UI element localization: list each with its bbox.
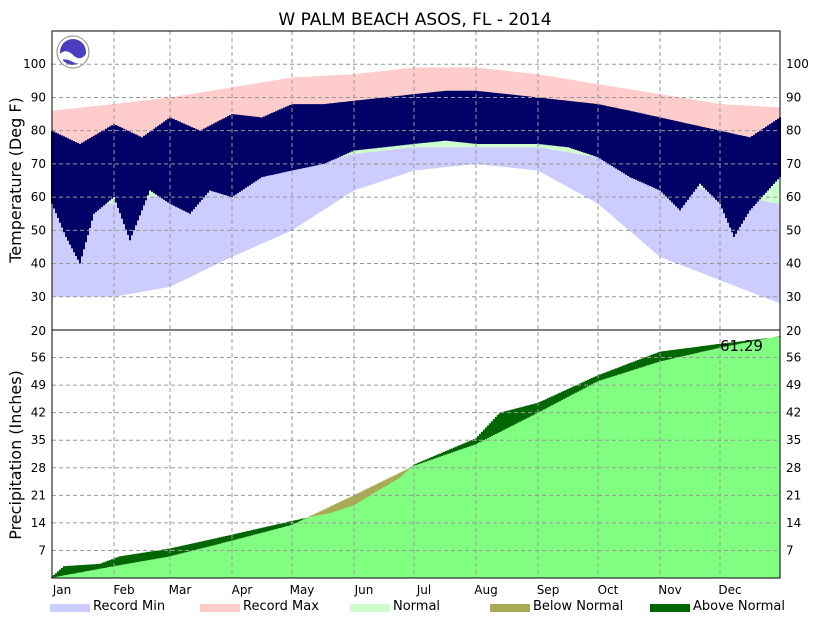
- month-tick-label: Jun: [354, 583, 374, 597]
- temperature-tick-right: 60: [786, 190, 801, 204]
- legend-swatch: [50, 604, 90, 612]
- precipitation-tick-right: 35: [786, 433, 801, 447]
- month-tick-label: Feb: [113, 583, 134, 597]
- month-tick-label: Mar: [169, 583, 192, 597]
- precipitation-tick-left: 56: [31, 351, 46, 365]
- legend-swatch: [200, 604, 240, 612]
- temperature-tick-left: 30: [31, 290, 46, 304]
- month-tick-label: Dec: [718, 583, 741, 597]
- precipitation-tick-right: 7: [786, 543, 794, 557]
- temperature-axis-label: Temperature (Deg F): [6, 97, 25, 264]
- month-tick-label: Nov: [658, 583, 681, 597]
- precipitation-axis-label: Precipitation (Inches): [6, 370, 25, 540]
- temperature-tick-left: 40: [31, 257, 46, 271]
- precipitation-tick-right: 14: [786, 516, 801, 530]
- month-tick-label: Jan: [52, 583, 72, 597]
- precipitation-total-label: 61.29: [720, 337, 763, 355]
- precipitation-tick-left: 21: [31, 488, 46, 502]
- precipitation-tick-left: 35: [31, 433, 46, 447]
- precipitation-tick-right: 49: [786, 378, 801, 392]
- precipitation-tick-right: 28: [786, 461, 801, 475]
- precipitation-tick-left: 14: [31, 516, 46, 530]
- temperature-tick-left: 20: [31, 324, 46, 338]
- legend-swatch: [650, 604, 690, 612]
- month-tick-label: Oct: [598, 583, 619, 597]
- temperature-tick-left: 80: [31, 124, 46, 138]
- precipitation-panel: [50, 335, 782, 578]
- chart-title: W PALM BEACH ASOS, FL - 2014: [278, 10, 551, 30]
- legend-swatch: [490, 604, 530, 612]
- temperature-tick-right: 90: [786, 90, 801, 104]
- month-tick-label: Jul: [416, 583, 431, 597]
- month-tick-label: Apr: [232, 583, 253, 597]
- precipitation-tick-right: 21: [786, 488, 801, 502]
- legend-swatch: [350, 604, 390, 612]
- precipitation-right-top-tick: 20: [786, 324, 801, 338]
- legend-label: Record Max: [243, 599, 319, 614]
- legend-label: Above Normal: [693, 599, 785, 614]
- precipitation-tick-left: 49: [31, 378, 46, 392]
- legend-label: Record Min: [93, 599, 165, 614]
- temperature-tick-right: 100: [786, 57, 809, 71]
- precipitation-tick-left: 42: [31, 406, 46, 420]
- noaa-logo: [56, 35, 90, 69]
- temperature-tick-right: 30: [786, 290, 801, 304]
- temperature-tick-right: 50: [786, 223, 801, 237]
- legend: Record Min Record Max Normal Below Normal Ab…: [50, 599, 785, 614]
- legend-label: Normal: [393, 599, 440, 614]
- plot-frame: [51, 30, 781, 579]
- precipitation-tick-right: 56: [786, 351, 801, 365]
- precipitation-tick-left: 7: [38, 543, 46, 557]
- temperature-panel: [51, 67, 781, 304]
- temperature-tick-right: 80: [786, 124, 801, 138]
- grid-lines: [52, 31, 780, 578]
- month-tick-label: Aug: [474, 583, 497, 597]
- month-tick-label: Sep: [537, 583, 560, 597]
- temperature-tick-right: 40: [786, 257, 801, 271]
- normal-precipitation-area: [52, 335, 780, 578]
- temperature-tick-left: 70: [31, 157, 46, 171]
- temperature-tick-right: 70: [786, 157, 801, 171]
- temperature-tick-left: 90: [31, 90, 46, 104]
- temperature-tick-left: 50: [31, 223, 46, 237]
- axes: 30 30 40 40 50 50 60 60 70 70 80 80 90 90 100 100 20 7 7 14…: [23, 30, 809, 597]
- temperature-tick-left: 60: [31, 190, 46, 204]
- precipitation-tick-right: 42: [786, 406, 801, 420]
- temperature-tick-left: 100: [23, 57, 46, 71]
- month-tick-label: May: [290, 583, 315, 597]
- precipitation-tick-left: 28: [31, 461, 46, 475]
- legend-label: Below Normal: [533, 599, 623, 614]
